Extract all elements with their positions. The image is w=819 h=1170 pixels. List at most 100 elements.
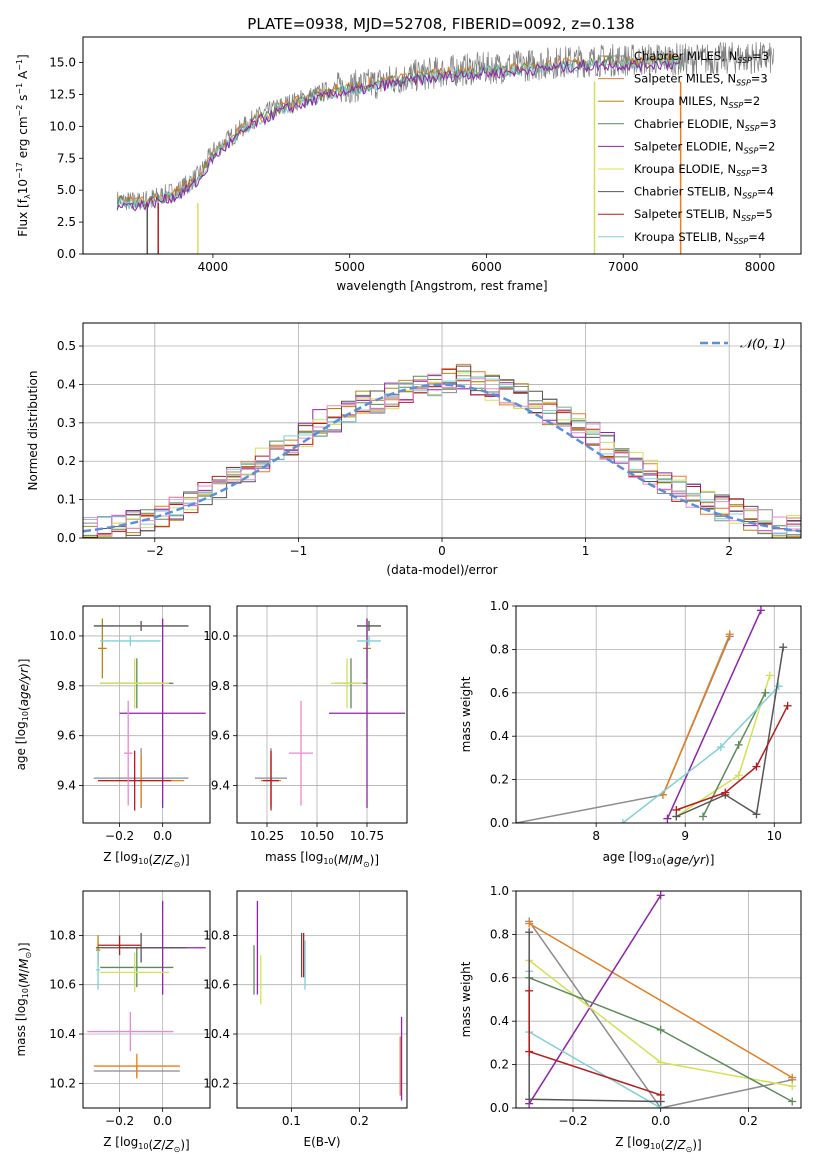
y-tick-label: 10.4 (49, 1027, 76, 1041)
legend-entry: Kroupa ELODIE, NSSP=3 (634, 162, 768, 178)
mass-weight-line (528, 932, 661, 1103)
plot-area (516, 606, 792, 823)
x-axis-label: age [log10(age/yr)] (603, 850, 715, 867)
axes-frame (236, 890, 408, 1109)
x-tick-label: 0 (438, 544, 446, 558)
y-tick-label: 0.0 (57, 531, 76, 545)
x-axis-label: Z [log10(Z/Z⊙)] (103, 850, 189, 869)
y-tick-label: 12.5 (49, 87, 76, 101)
x-tick-label: 10.50 (300, 829, 334, 843)
x-tick-label: −0.2 (558, 1114, 587, 1128)
axes-frame (515, 605, 802, 824)
age-vs-mass-plot: 10.25 10.50 10.75 9.4 9.6 9.8 10.0 mass [log10(… (203, 605, 408, 869)
y-tick-label: 15.0 (49, 56, 76, 70)
x-tick-label: 0.2 (350, 1114, 369, 1128)
plot-area (83, 363, 801, 538)
y-tick-label: 10.6 (49, 978, 76, 992)
y-tick-label: 10.0 (49, 119, 76, 133)
legend-entry: Salpeter ELODIE, NSSP=2 (634, 139, 775, 155)
axes-frame (82, 605, 211, 824)
axes-frame (236, 605, 408, 824)
y-tick-label: 0.6 (490, 971, 509, 985)
mass-weight-line (528, 894, 662, 1105)
x-tick-label: 0.0 (651, 1114, 670, 1128)
y-tick-label: 10.0 (203, 629, 230, 643)
x-axis-label: E(B-V) (303, 1135, 340, 1149)
y-tick-label: 0.8 (490, 927, 509, 941)
y-tick-label: 10.2 (49, 1076, 76, 1090)
y-tick-label: 0.2 (490, 1058, 509, 1072)
plot-area (253, 900, 403, 1101)
residual-histogram-plot: −2 −1 0 1 2 0.0 0.1 0.2 0.3 0.4 0.5 (data-model)/er… (26, 322, 802, 577)
x-axis-label: Z [log10(Z/Z⊙)] (615, 1135, 701, 1154)
age-vs-metallicity-plot: −0.2 0.0 9.4 9.6 9.8 10.0 Z [log10(Z/Z⊙)] age [… (14, 605, 211, 869)
axes-frame (515, 890, 802, 1109)
y-tick-label: 9.6 (211, 729, 230, 743)
x-axis-label: mass [log10(M/M⊙)] (265, 850, 379, 869)
x-tick-label: 0.1 (282, 1114, 301, 1128)
spectrum-data-line (116, 41, 774, 211)
plot-area (116, 41, 774, 254)
y-tick-label: 0.0 (490, 1101, 509, 1115)
y-tick-label: 0.4 (490, 1014, 509, 1028)
legend-entry: Chabrier ELODIE, NSSP=3 (634, 117, 776, 133)
x-tick-label: −1 (290, 544, 308, 558)
spectrum-model-line (116, 53, 681, 207)
x-tick-label: −0.2 (105, 1114, 134, 1128)
mass-weight-line (516, 636, 731, 823)
legend-entry: Salpeter MILES, NSSP=3 (634, 72, 768, 88)
x-tick-label: 8 (592, 829, 600, 843)
y-tick-label: 10.4 (203, 1027, 230, 1041)
x-tick-label: 6000 (471, 260, 502, 274)
x-axis-label: (data-model)/error (386, 563, 497, 577)
mass-weight-line (528, 971, 662, 1108)
x-tick-label: 8000 (745, 260, 776, 274)
x-tick-label: −2 (146, 544, 164, 558)
y-axis-label: mass weight (459, 961, 473, 1037)
mass-weight-line (666, 609, 762, 820)
y-axis-label: age [log10(age/yr)] (14, 659, 31, 771)
axes-frame (82, 36, 802, 255)
y-tick-label: 0.0 (57, 247, 76, 261)
y-tick-label: 5.0 (57, 183, 76, 197)
plot-area (525, 891, 797, 1108)
y-axis-label: mass weight (459, 676, 473, 752)
legend-entry: 𝒩(0, 1) (740, 336, 786, 351)
mass-weight-line (528, 920, 793, 1108)
y-tick-label: 0.6 (490, 686, 509, 700)
x-tick-label: 7000 (608, 260, 639, 274)
mass-weight-vs-age-plot: 8 9 10 0.0 0.2 0.4 0.6 0.8 1.0 age [log10(age/yr)… (459, 599, 802, 867)
y-tick-label: 9.8 (211, 679, 230, 693)
legend-entry: Salpeter STELIB, NSSP=5 (634, 207, 773, 223)
y-tick-label: 9.4 (211, 779, 230, 793)
y-tick-label: 9.4 (57, 779, 76, 793)
x-axis-label: Z [log10(Z/Z⊙)] (103, 1135, 189, 1154)
y-axis-label: Normed distribution (26, 371, 40, 491)
legend-entry: Kroupa STELIB, NSSP=4 (634, 230, 765, 246)
y-axis-label: Flux [fλ10−17 erg cm−2 s−1 A−1] (15, 54, 32, 236)
y-tick-label: 0.3 (57, 416, 76, 430)
mass-weight-vs-metallicity-plot: −0.2 0.0 0.2 0.0 0.2 0.4 0.6 0.8 1.0 Z [log10(Z/Z… (459, 884, 802, 1154)
x-tick-label: 0.0 (153, 829, 172, 843)
mass-weight-line (528, 922, 793, 1079)
mass-weight-line (676, 705, 789, 811)
x-tick-label: 4000 (198, 260, 229, 274)
y-tick-label: 0.5 (57, 339, 76, 353)
y-tick-label: 0.8 (490, 642, 509, 656)
y-tick-label: 9.6 (57, 729, 76, 743)
histogram-step (83, 373, 801, 538)
y-tick-label: 0.0 (490, 816, 509, 830)
figure-title: PLATE=0938, MJD=52708, FIBERID=0092, z=0… (247, 15, 634, 33)
x-tick-label: 2 (725, 544, 733, 558)
y-tick-label: 0.1 (57, 493, 76, 507)
legend-entry: Chabrier STELIB, NSSP=4 (634, 185, 774, 201)
legend-entry: Kroupa MILES, NSSP=2 (634, 94, 760, 110)
y-tick-label: 10.2 (203, 1076, 230, 1090)
axes-frame (82, 890, 211, 1109)
mass-vs-extinction-plot: 0.1 0.2 10.2 10.4 10.6 10.8 E(B-V) (203, 890, 408, 1149)
x-axis-label: wavelength [Angstrom, rest frame] (336, 279, 547, 293)
x-tick-label: 1 (582, 544, 590, 558)
y-tick-label: 10.8 (49, 928, 76, 942)
plot-area (255, 618, 405, 811)
x-tick-label: −0.2 (105, 829, 134, 843)
